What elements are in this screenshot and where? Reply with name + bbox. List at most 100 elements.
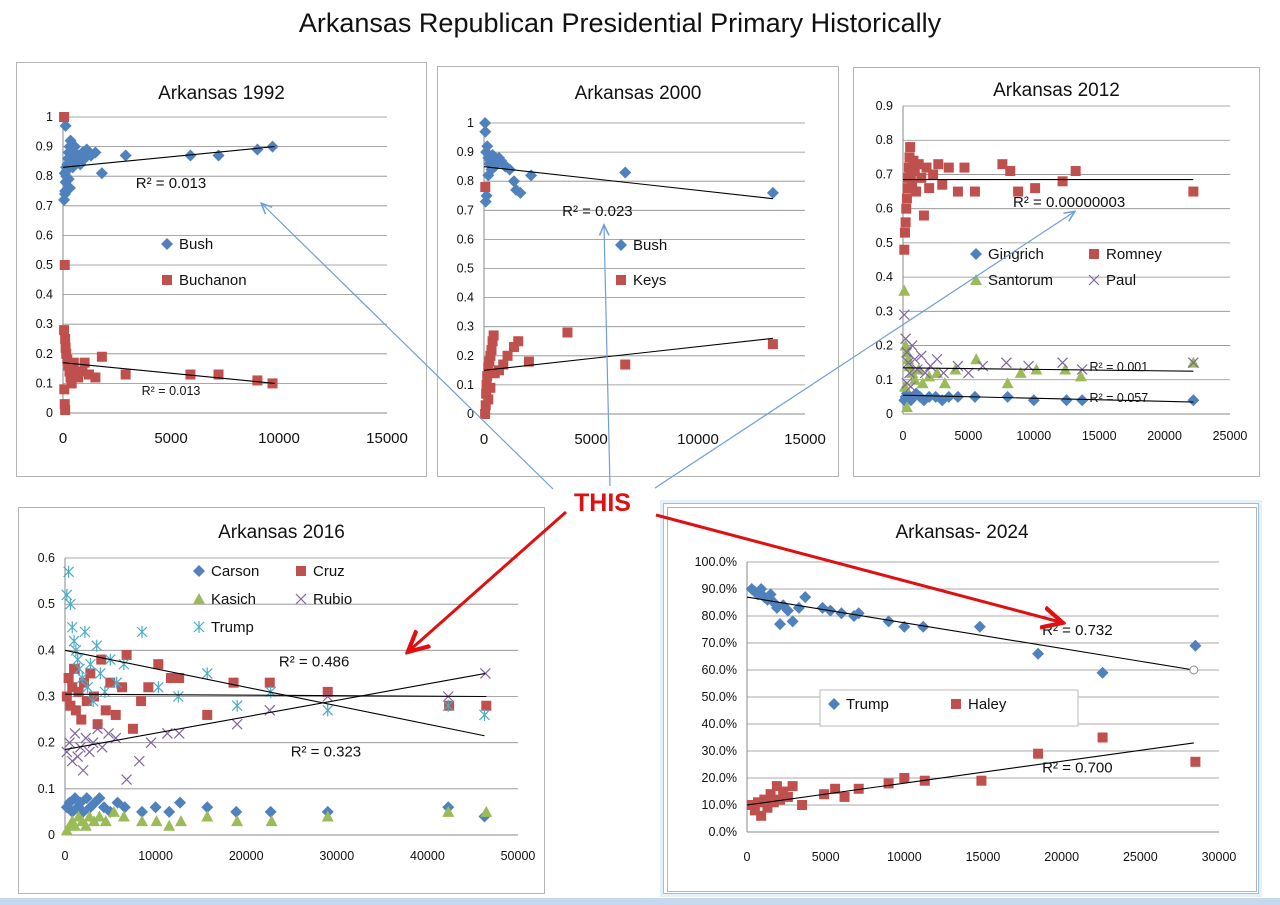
data-point (99, 815, 112, 827)
data-point (72, 751, 84, 762)
y-tick-label: 30.0% (702, 744, 737, 758)
data-point (507, 175, 520, 188)
chart-legend: Bush Keys (615, 237, 667, 289)
data-point (79, 677, 90, 688)
x-tick-label: 0 (900, 429, 907, 443)
data-point (1013, 186, 1024, 197)
data-point (61, 691, 72, 702)
page-title: Arkansas Republican Presidential Primary… (298, 8, 942, 38)
data-point (93, 792, 106, 805)
y-tick-label: 70.0% (702, 636, 737, 650)
data-point (485, 382, 496, 393)
data-point (67, 363, 78, 374)
legend-marker (951, 699, 961, 709)
series-buchanon (59, 112, 278, 416)
data-point (1000, 357, 1012, 369)
y-tick-label: 0.6 (36, 228, 53, 242)
y-tick-label: 0.0% (709, 825, 738, 839)
data-point (830, 783, 841, 794)
legend-box (819, 689, 1079, 727)
chart-2024: Arkansas- 2024 0.0% 10.0% 20.0% 30.0% 40.0% 50… (695, 522, 1237, 864)
legend-marker (296, 566, 306, 576)
trendline-trump (746, 596, 1194, 671)
data-point (127, 723, 138, 734)
data-point (59, 112, 70, 122)
trendline-endpoint (1189, 665, 1199, 675)
x-tick-label: 15000 (966, 850, 1001, 864)
r-squared-label: R² = 0.057 (1089, 391, 1148, 405)
series-romney (899, 142, 1199, 255)
x-tick-label: 25000 (1213, 429, 1248, 443)
data-point (174, 815, 187, 827)
data-point (778, 786, 789, 797)
data-point (442, 805, 455, 817)
data-point (69, 728, 81, 739)
data-point (82, 681, 94, 694)
data-point (480, 189, 493, 202)
data-point (839, 791, 850, 802)
x-tick-label: 20000 (229, 849, 264, 863)
chart-selection-frame[interactable] (663, 503, 1259, 894)
data-point (64, 737, 75, 749)
data-point (322, 704, 334, 717)
legend-marker (193, 621, 205, 633)
data-point (899, 773, 910, 783)
y-tick-label: 0.1 (36, 376, 53, 390)
y-tick-label: 0.8 (36, 169, 53, 183)
data-point (756, 810, 767, 821)
data-point (973, 620, 986, 633)
data-point (87, 737, 99, 749)
data-point (899, 244, 910, 255)
x-tick-label: 30000 (319, 849, 354, 863)
data-point (213, 369, 224, 380)
y-tick-label: 0.8 (457, 174, 474, 188)
data-point (997, 159, 1008, 170)
data-point (1005, 166, 1016, 177)
data-point (252, 375, 263, 386)
data-point (80, 732, 92, 744)
data-point (913, 159, 924, 170)
chart-legend: Bush Buchanon (161, 236, 247, 289)
data-point (488, 330, 499, 341)
data-point (907, 179, 918, 190)
data-point (1076, 394, 1089, 407)
data-point (63, 565, 75, 578)
legend-marker (193, 565, 205, 577)
data-point (797, 800, 808, 810)
data-point (322, 691, 334, 702)
this-annotation: THIS (574, 489, 631, 517)
data-point (163, 819, 176, 831)
data-point (59, 399, 70, 410)
data-point (479, 117, 492, 129)
data-point (149, 801, 162, 814)
data-point (937, 179, 948, 190)
data-point (481, 700, 492, 711)
data-point (917, 620, 930, 633)
data-point (1188, 186, 1199, 197)
data-point (786, 615, 799, 628)
x-tick-label: 0 (59, 430, 67, 447)
y-tick-label: 1 (46, 110, 53, 124)
data-point (228, 677, 239, 688)
chart-title: Arkansas 2000 (575, 83, 702, 104)
data-point (759, 794, 770, 805)
data-point (94, 667, 106, 680)
data-point (201, 667, 213, 680)
data-point (481, 140, 494, 153)
data-point (201, 801, 214, 814)
data-point (121, 649, 132, 660)
chart-panel-2000: Arkansas 2000 0 0.1 0.2 0.3 0.4 0.5 0.6 0.7 0.8 0.… (437, 66, 839, 477)
data-point (921, 162, 932, 173)
data-point (928, 169, 939, 180)
data-point (1033, 748, 1044, 759)
chart-title: Arkansas- 2024 (895, 522, 1029, 543)
data-point (84, 746, 95, 758)
data-point (105, 677, 116, 688)
data-point (924, 183, 935, 194)
data-point (959, 162, 970, 173)
data-point (782, 791, 793, 802)
y-tick-label: 0.3 (457, 320, 474, 334)
data-point (264, 805, 277, 818)
data-point (1097, 732, 1108, 743)
legend-label: Trump (211, 619, 254, 636)
